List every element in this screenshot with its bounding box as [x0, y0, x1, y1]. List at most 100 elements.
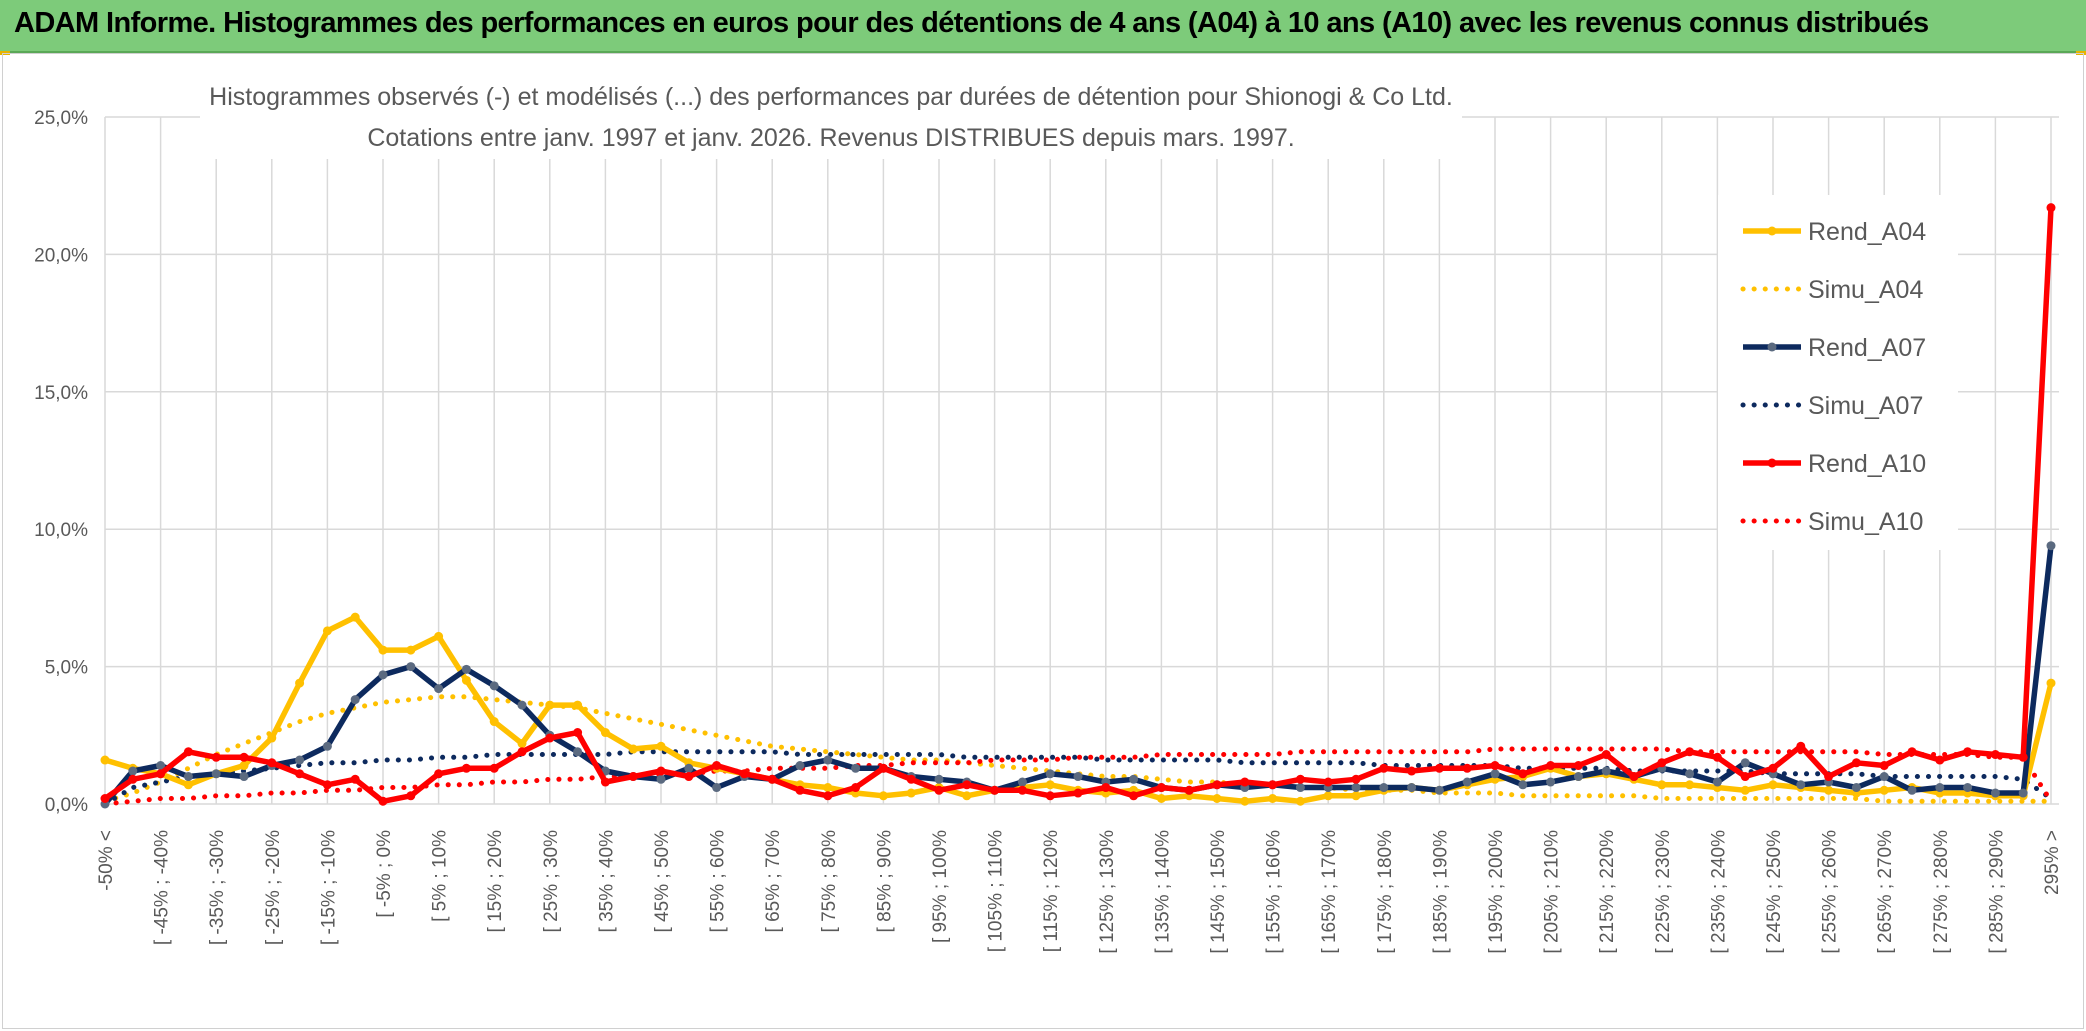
data-point-rend_a07	[1601, 766, 1611, 776]
y-tick-label: 10,0%	[34, 520, 88, 541]
legend-label-rend_a07: Rend_A07	[1808, 334, 1926, 362]
data-point-rend_a10	[267, 758, 277, 768]
data-point-rend_a07	[2046, 541, 2056, 551]
data-point-rend_a04	[573, 700, 583, 710]
data-point-rend_a10	[295, 769, 305, 779]
data-point-rend_a10	[1685, 747, 1695, 757]
data-point-rend_a04	[461, 675, 471, 685]
data-point-rend_a10	[2018, 752, 2028, 762]
data-point-rend_a07	[656, 774, 666, 784]
data-point-rend_a07	[1963, 783, 1973, 793]
data-point-rend_a04	[1768, 780, 1778, 790]
data-point-rend_a04	[545, 700, 555, 710]
legend-background	[1718, 195, 1958, 550]
data-point-rend_a10	[1768, 763, 1778, 773]
data-point-rend_a10	[934, 785, 944, 795]
data-point-rend_a10	[1657, 758, 1667, 768]
data-point-rend_a04	[878, 791, 888, 801]
data-point-rend_a04	[1240, 796, 1250, 806]
x-axis: -50% < [ -45% ; -40% [ -35% ; -30% [ -25% ;…	[96, 830, 2063, 954]
data-point-rend_a07	[1685, 769, 1695, 779]
data-point-rend_a07	[1129, 774, 1139, 784]
data-point-rend_a07	[573, 747, 583, 757]
data-point-rend_a10	[378, 796, 388, 806]
x-tick-label: [ -5% ; 0%	[374, 830, 395, 918]
data-point-rend_a10	[1240, 777, 1250, 787]
x-tick-label: [ 205% ; 210%	[1542, 830, 1563, 954]
data-point-rend_a10	[1323, 777, 1333, 787]
data-point-rend_a10	[878, 763, 888, 773]
data-point-rend_a07	[1851, 783, 1861, 793]
data-point-rend_a07	[1295, 783, 1305, 793]
data-point-rend_a10	[100, 794, 110, 804]
data-point-rend_a10	[1796, 741, 1806, 751]
data-point-rend_a10	[322, 780, 332, 790]
legend-marker-rend_a04	[1767, 226, 1777, 236]
data-point-rend_a07	[1462, 777, 1472, 787]
data-point-rend_a07	[378, 670, 388, 680]
x-tick-label: [ -45% ; -40%	[152, 830, 173, 945]
data-point-rend_a07	[1712, 777, 1722, 787]
data-point-rend_a07	[156, 761, 166, 771]
data-point-rend_a10	[1184, 785, 1194, 795]
data-point-rend_a10	[823, 791, 833, 801]
header-banner: ADAM Informe. Histogrammes des performan…	[0, 0, 2086, 53]
data-point-rend_a04	[239, 761, 249, 771]
plot-area	[100, 203, 2056, 809]
data-point-rend_a10	[1879, 761, 1889, 771]
y-tick-label: 20,0%	[34, 245, 88, 266]
x-tick-label: [ 145% ; 150%	[1208, 830, 1229, 954]
legend-label-simu_a04: Simu_A04	[1808, 276, 1923, 304]
data-point-rend_a04	[1045, 780, 1055, 790]
data-point-rend_a07	[1379, 783, 1389, 793]
x-tick-label: [ 15% ; 20%	[485, 830, 506, 933]
data-point-rend_a07	[1434, 785, 1444, 795]
data-point-rend_a10	[1907, 747, 1917, 757]
x-tick-label: [ 125% ; 130%	[1097, 830, 1118, 954]
data-point-rend_a07	[461, 664, 471, 674]
data-point-rend_a07	[489, 681, 499, 691]
data-point-rend_a07	[1935, 783, 1945, 793]
subtitle-background	[200, 77, 1462, 159]
data-point-rend_a04	[1824, 785, 1834, 795]
data-point-rend_a04	[1685, 780, 1695, 790]
x-tick-label: [ 235% ; 240%	[1708, 830, 1729, 954]
data-point-rend_a07	[1546, 777, 1556, 787]
data-point-rend_a10	[1295, 774, 1305, 784]
data-point-rend_a07	[1017, 777, 1027, 787]
data-point-rend_a10	[183, 747, 193, 757]
legend-marker-rend_a07	[1767, 342, 1777, 352]
data-point-rend_a07	[934, 774, 944, 784]
data-point-rend_a04	[2046, 678, 2056, 688]
data-point-rend_a10	[1740, 772, 1750, 782]
data-point-rend_a10	[489, 763, 499, 773]
data-point-rend_a04	[1657, 780, 1667, 790]
x-tick-label: [ 245% ; 250%	[1764, 830, 1785, 954]
chart-title-line2: Cotations entre janv. 1997 et janv. 2026…	[367, 124, 1294, 152]
x-tick-label: [ 35% ; 40%	[596, 830, 617, 933]
x-tick-label: [ 265% ; 270%	[1875, 830, 1896, 954]
data-point-rend_a10	[712, 761, 722, 771]
data-point-rend_a04	[1879, 785, 1889, 795]
data-point-rend_a10	[1629, 772, 1639, 782]
data-point-rend_a10	[1518, 769, 1528, 779]
x-tick-label: [ 25% ; 30%	[541, 830, 562, 933]
legend-label-simu_a10: Simu_A10	[1808, 508, 1923, 536]
data-point-rend_a10	[1129, 791, 1139, 801]
data-point-rend_a04	[295, 678, 305, 688]
data-point-rend_a10	[600, 777, 610, 787]
data-point-rend_a07	[1490, 769, 1500, 779]
data-point-rend_a10	[1212, 780, 1222, 790]
x-tick-label: [ 195% ; 200%	[1486, 830, 1507, 954]
x-tick-label: [ 165% ; 170%	[1319, 830, 1340, 954]
data-point-rend_a10	[156, 769, 166, 779]
x-tick-label: [ 45% ; 50%	[652, 830, 673, 933]
data-point-rend_a07	[2018, 788, 2028, 798]
data-point-rend_a10	[406, 791, 416, 801]
data-point-rend_a07	[1990, 788, 2000, 798]
x-tick-label: [ -35% ; -30%	[207, 830, 228, 945]
data-point-rend_a10	[128, 774, 138, 784]
data-point-rend_a10	[1712, 752, 1722, 762]
x-tick-label: [ 155% ; 160%	[1264, 830, 1285, 954]
